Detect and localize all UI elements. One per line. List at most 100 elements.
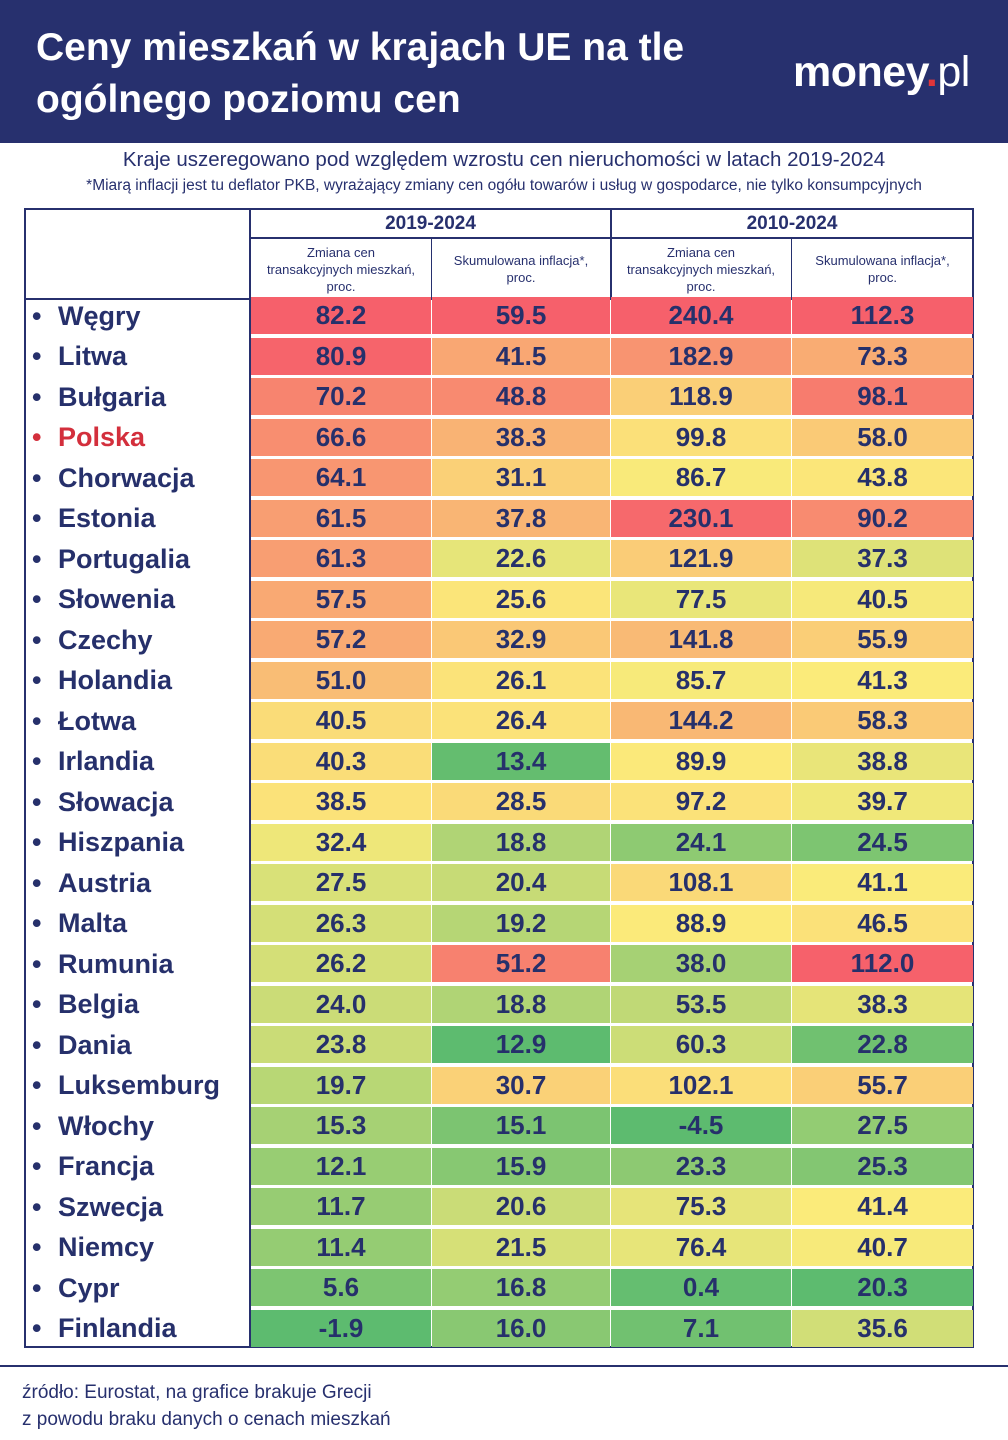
data-cell: 15.1: [432, 1107, 610, 1144]
title-line-2: ogólnego poziomu cen: [36, 78, 461, 121]
country-name: Łotwa: [58, 705, 136, 736]
bullet-icon: •: [32, 786, 42, 817]
column-header-line: proc.: [686, 278, 716, 294]
country-name: Irlandia: [58, 746, 155, 776]
column-header-line: Skumulowana inflacja*,: [815, 253, 950, 268]
data-cell: 25.3: [792, 1147, 973, 1185]
logo-tld: pl: [937, 48, 970, 96]
column-header-text: Zmiana cen transakcyjnych mieszkań, proc.: [267, 244, 415, 295]
country-name: Rumunia: [58, 948, 174, 979]
table-frame: [24, 208, 974, 1348]
header-divider-country: [249, 208, 251, 300]
data-cell: 27.5: [792, 1107, 973, 1144]
data-cell: 40.3: [251, 742, 431, 780]
data-cell: 37.8: [432, 499, 610, 537]
data-cell: 51.2: [432, 945, 610, 982]
data-cell: 12.9: [432, 1026, 610, 1063]
column-header-3: Skumulowana inflacja*, proc.: [792, 241, 973, 297]
data-cell: 32.4: [251, 823, 431, 861]
bullet-icon: •: [32, 746, 42, 776]
data-cell: 57.5: [251, 580, 431, 618]
data-cell: 37.3: [792, 540, 973, 577]
data-cell: 18.8: [432, 823, 610, 861]
column-divider-1: [431, 238, 432, 300]
country-label: • Belgia: [32, 984, 139, 1024]
data-cell: 40.7: [792, 1228, 973, 1266]
data-cell: 26.2: [251, 945, 431, 982]
data-cell: 20.3: [792, 1269, 973, 1306]
country-name: Luksemburg: [58, 1070, 221, 1100]
data-cell: 144.2: [611, 702, 791, 739]
column-header-text: Zmiana cen transakcyjnych mieszkań, proc.: [627, 244, 775, 295]
data-cell: 43.8: [792, 459, 973, 496]
bullet-icon: •: [32, 948, 42, 979]
data-cell: 31.1: [432, 459, 610, 496]
data-cell: -4.5: [611, 1107, 791, 1144]
data-cell: 75.3: [611, 1188, 791, 1225]
country-label: • Portugalia: [32, 539, 190, 579]
data-cell: 102.1: [611, 1066, 791, 1104]
data-cell: 99.8: [611, 418, 791, 456]
data-cell: 76.4: [611, 1228, 791, 1266]
column-header-line: Zmiana cen: [667, 244, 735, 260]
subtitle: Kraje uszeregowano pod względem wzrostu …: [122, 148, 886, 171]
data-cell: 64.1: [251, 459, 431, 496]
data-cell: 7.1: [611, 1309, 791, 1347]
page-title: Ceny mieszkań w krajach UE na tle ogólne…: [36, 22, 776, 126]
country-name: Francja: [58, 1151, 155, 1181]
data-cell: 240.4: [611, 297, 791, 334]
data-cell: 41.4: [792, 1188, 973, 1225]
data-cell: 32.9: [432, 621, 610, 658]
data-cell: 73.3: [792, 337, 973, 375]
bullet-icon: •: [32, 705, 42, 736]
data-cell: 25.6: [432, 580, 610, 618]
column-header-line: Zmiana cen: [307, 244, 375, 260]
country-label: • Dania: [32, 1025, 132, 1065]
country-name: Estonia: [58, 503, 156, 533]
country-label: • Słowacja: [32, 782, 174, 822]
title-line-1: Ceny mieszkań w krajach UE na tle: [36, 26, 685, 69]
country-name: Portugalia: [58, 543, 191, 574]
data-cell: 16.8: [432, 1269, 610, 1306]
data-cell: 35.6: [792, 1309, 973, 1347]
money-pl-logo[interactable]: money.pl: [793, 48, 970, 97]
country-label: • Malta: [32, 903, 127, 943]
bullet-icon: •: [32, 1191, 42, 1222]
data-cell: 21.5: [432, 1228, 610, 1266]
data-cell: 26.1: [432, 661, 610, 699]
column-header-line: proc.: [506, 270, 536, 285]
data-cell: 82.2: [251, 297, 431, 334]
country-label: • Czechy: [32, 620, 153, 660]
country-name: Hiszpania: [58, 827, 185, 857]
bullet-icon: •: [32, 1232, 42, 1262]
source-line-2: z powodu braku danych o cenach mieszkań: [22, 1409, 391, 1430]
data-cell: 24.5: [792, 823, 973, 861]
country-label: • Holandia: [32, 660, 172, 700]
column-divider-3: [791, 238, 792, 300]
country-label: • Austria: [32, 863, 151, 903]
country-name: Litwa: [58, 341, 128, 371]
data-cell: 19.7: [251, 1066, 431, 1104]
country-label: • Polska: [32, 417, 145, 457]
country-label: • Litwa: [32, 336, 127, 376]
column-header-line: transakcyjnych mieszkań,: [626, 261, 776, 277]
bullet-icon: •: [32, 1272, 42, 1303]
data-cell: 118.9: [611, 378, 791, 415]
data-cell: 38.3: [792, 985, 973, 1023]
bullet-icon: •: [32, 665, 42, 695]
period-underline: [249, 237, 974, 239]
footer-divider: [0, 1365, 1008, 1367]
data-cell: 46.5: [792, 904, 973, 942]
column-header-line: proc.: [326, 278, 356, 294]
country-name: Czechy: [58, 624, 153, 655]
column-header-line: transakcyjnych mieszkań,: [266, 261, 416, 277]
period-header-0: 2019-2024: [385, 213, 476, 234]
country-label: • Niemcy: [32, 1227, 154, 1267]
data-cell: 66.6: [251, 418, 431, 456]
data-cell: 55.9: [792, 621, 973, 658]
data-cell: 28.5: [432, 783, 610, 820]
country-label: • Słowenia: [32, 579, 175, 619]
country-label: • Irlandia: [32, 741, 154, 781]
data-cell: 58.0: [792, 418, 973, 456]
data-cell: 48.8: [432, 378, 610, 415]
